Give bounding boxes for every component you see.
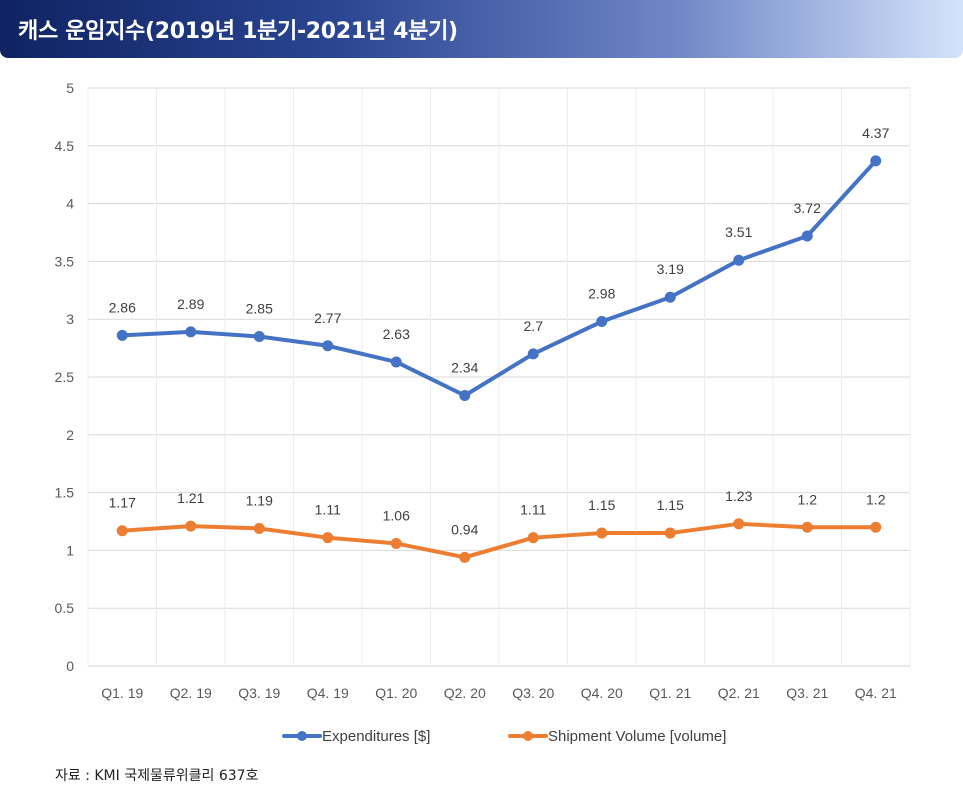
data-label: 3.51	[725, 224, 752, 240]
source-note: 자료 : KMI 국제물류위클리 637호	[55, 768, 259, 784]
y-tick-label: 5	[66, 80, 74, 96]
x-tick-label: Q1. 20	[375, 685, 417, 701]
data-label: 1.15	[657, 497, 684, 513]
y-tick-label: 0	[66, 658, 74, 674]
y-axis-ticks: 0 0.5 1 1.5 2 2.5 3 3.5 4 4.5 5	[55, 80, 75, 674]
data-point	[527, 348, 539, 360]
x-tick-label: Q2. 20	[444, 685, 486, 701]
x-tick-label: Q4. 21	[855, 685, 897, 701]
data-point	[185, 520, 197, 532]
y-tick-label: 1	[66, 542, 74, 558]
title-bar: 캐스 운임지수(2019년 1분기-2021년 4분기)	[0, 0, 963, 58]
chart-title: 캐스 운임지수(2019년 1분기-2021년 4분기)	[18, 19, 458, 44]
y-tick-label: 0.5	[55, 600, 75, 616]
line-chart: 0 0.5 1 1.5 2 2.5 3 3.5 4 4.5 5 Q1. 19 Q2. 19 Q3. 19…	[55, 80, 911, 745]
data-label: 1.15	[588, 497, 615, 513]
data-label: 0.94	[451, 521, 478, 537]
data-point	[801, 521, 813, 533]
data-label: 1.23	[725, 488, 752, 504]
y-tick-label: 4	[66, 196, 74, 212]
data-point	[116, 525, 128, 537]
data-point	[664, 291, 676, 303]
data-point	[322, 532, 334, 544]
x-tick-label: Q3. 21	[786, 685, 828, 701]
data-label: 2.34	[451, 359, 478, 375]
legend-item: Shipment Volume [volume]	[508, 728, 726, 745]
y-tick-label: 2.5	[55, 369, 75, 385]
data-label: 2.98	[588, 286, 615, 302]
data-point	[733, 518, 745, 530]
data-point	[390, 356, 402, 368]
series-shipment-volume: 1.17 1.21 1.19 1.11 1.06 0.94 1.11 1.15 1.15 1.23…	[109, 488, 886, 563]
legend-swatch-marker	[297, 731, 307, 741]
x-axis-ticks: Q1. 19 Q2. 19 Q3. 19 Q4. 19 Q1. 20 Q2. 20 Q3. …	[101, 685, 897, 701]
data-label: 2.63	[383, 326, 410, 342]
legend-label: Shipment Volume [volume]	[548, 728, 726, 745]
legend: Expenditures [$] Shipment Volume [volume]	[282, 728, 726, 745]
series-line	[120, 521, 878, 560]
data-label: 1.2	[866, 491, 886, 507]
data-point	[253, 522, 265, 534]
x-tick-label: Q4. 20	[581, 685, 623, 701]
data-point	[527, 532, 539, 544]
data-point	[459, 551, 471, 563]
data-label: 3.19	[657, 261, 684, 277]
data-point	[801, 230, 813, 242]
series-expenditures: 2.86 2.89 2.85 2.77 2.63 2.34 2.7 2.98 3.19 3.51 3…	[109, 125, 890, 401]
x-tick-label: Q3. 19	[238, 685, 280, 701]
data-point	[870, 521, 882, 533]
legend-label: Expenditures [$]	[322, 728, 430, 745]
y-tick-label: 3.5	[55, 253, 75, 269]
series-group: 2.86 2.89 2.85 2.77 2.63 2.34 2.7 2.98 3.19 3.51 3…	[109, 125, 890, 563]
x-tick-label: Q1. 21	[649, 685, 691, 701]
data-label: 1.2	[798, 491, 818, 507]
x-tick-label: Q2. 19	[170, 685, 212, 701]
x-tick-label: Q3. 20	[512, 685, 554, 701]
y-tick-label: 1.5	[55, 485, 75, 501]
y-tick-label: 3	[66, 311, 74, 327]
x-tick-label: Q2. 21	[718, 685, 760, 701]
data-label: 1.21	[177, 490, 204, 506]
data-point	[185, 326, 197, 338]
data-label: 1.17	[109, 495, 136, 511]
data-label: 1.19	[246, 492, 273, 508]
legend-swatch-marker	[523, 731, 533, 741]
data-point	[664, 527, 676, 539]
data-label: 2.86	[109, 299, 136, 315]
data-label: 2.85	[246, 301, 273, 317]
x-tick-label: Q1. 19	[101, 685, 143, 701]
data-point	[322, 340, 334, 352]
data-point	[390, 537, 402, 549]
data-point	[116, 329, 128, 341]
data-label: 2.7	[524, 318, 544, 334]
data-label: 2.89	[177, 296, 204, 312]
data-point	[596, 316, 608, 328]
data-label: 1.11	[520, 502, 546, 518]
data-point	[733, 254, 745, 266]
y-tick-label: 2	[66, 427, 74, 443]
data-label: 4.37	[862, 125, 889, 141]
y-tick-label: 4.5	[55, 138, 75, 154]
legend-item: Expenditures [$]	[282, 728, 430, 745]
data-point	[253, 331, 265, 343]
data-point	[596, 527, 608, 539]
data-label: 3.72	[794, 200, 821, 216]
x-tick-label: Q4. 19	[307, 685, 349, 701]
data-label: 2.77	[314, 310, 341, 326]
data-point	[459, 389, 471, 401]
series-line	[120, 158, 878, 398]
data-point	[870, 155, 882, 167]
data-label: 1.06	[383, 507, 410, 523]
data-label: 1.11	[315, 502, 341, 518]
